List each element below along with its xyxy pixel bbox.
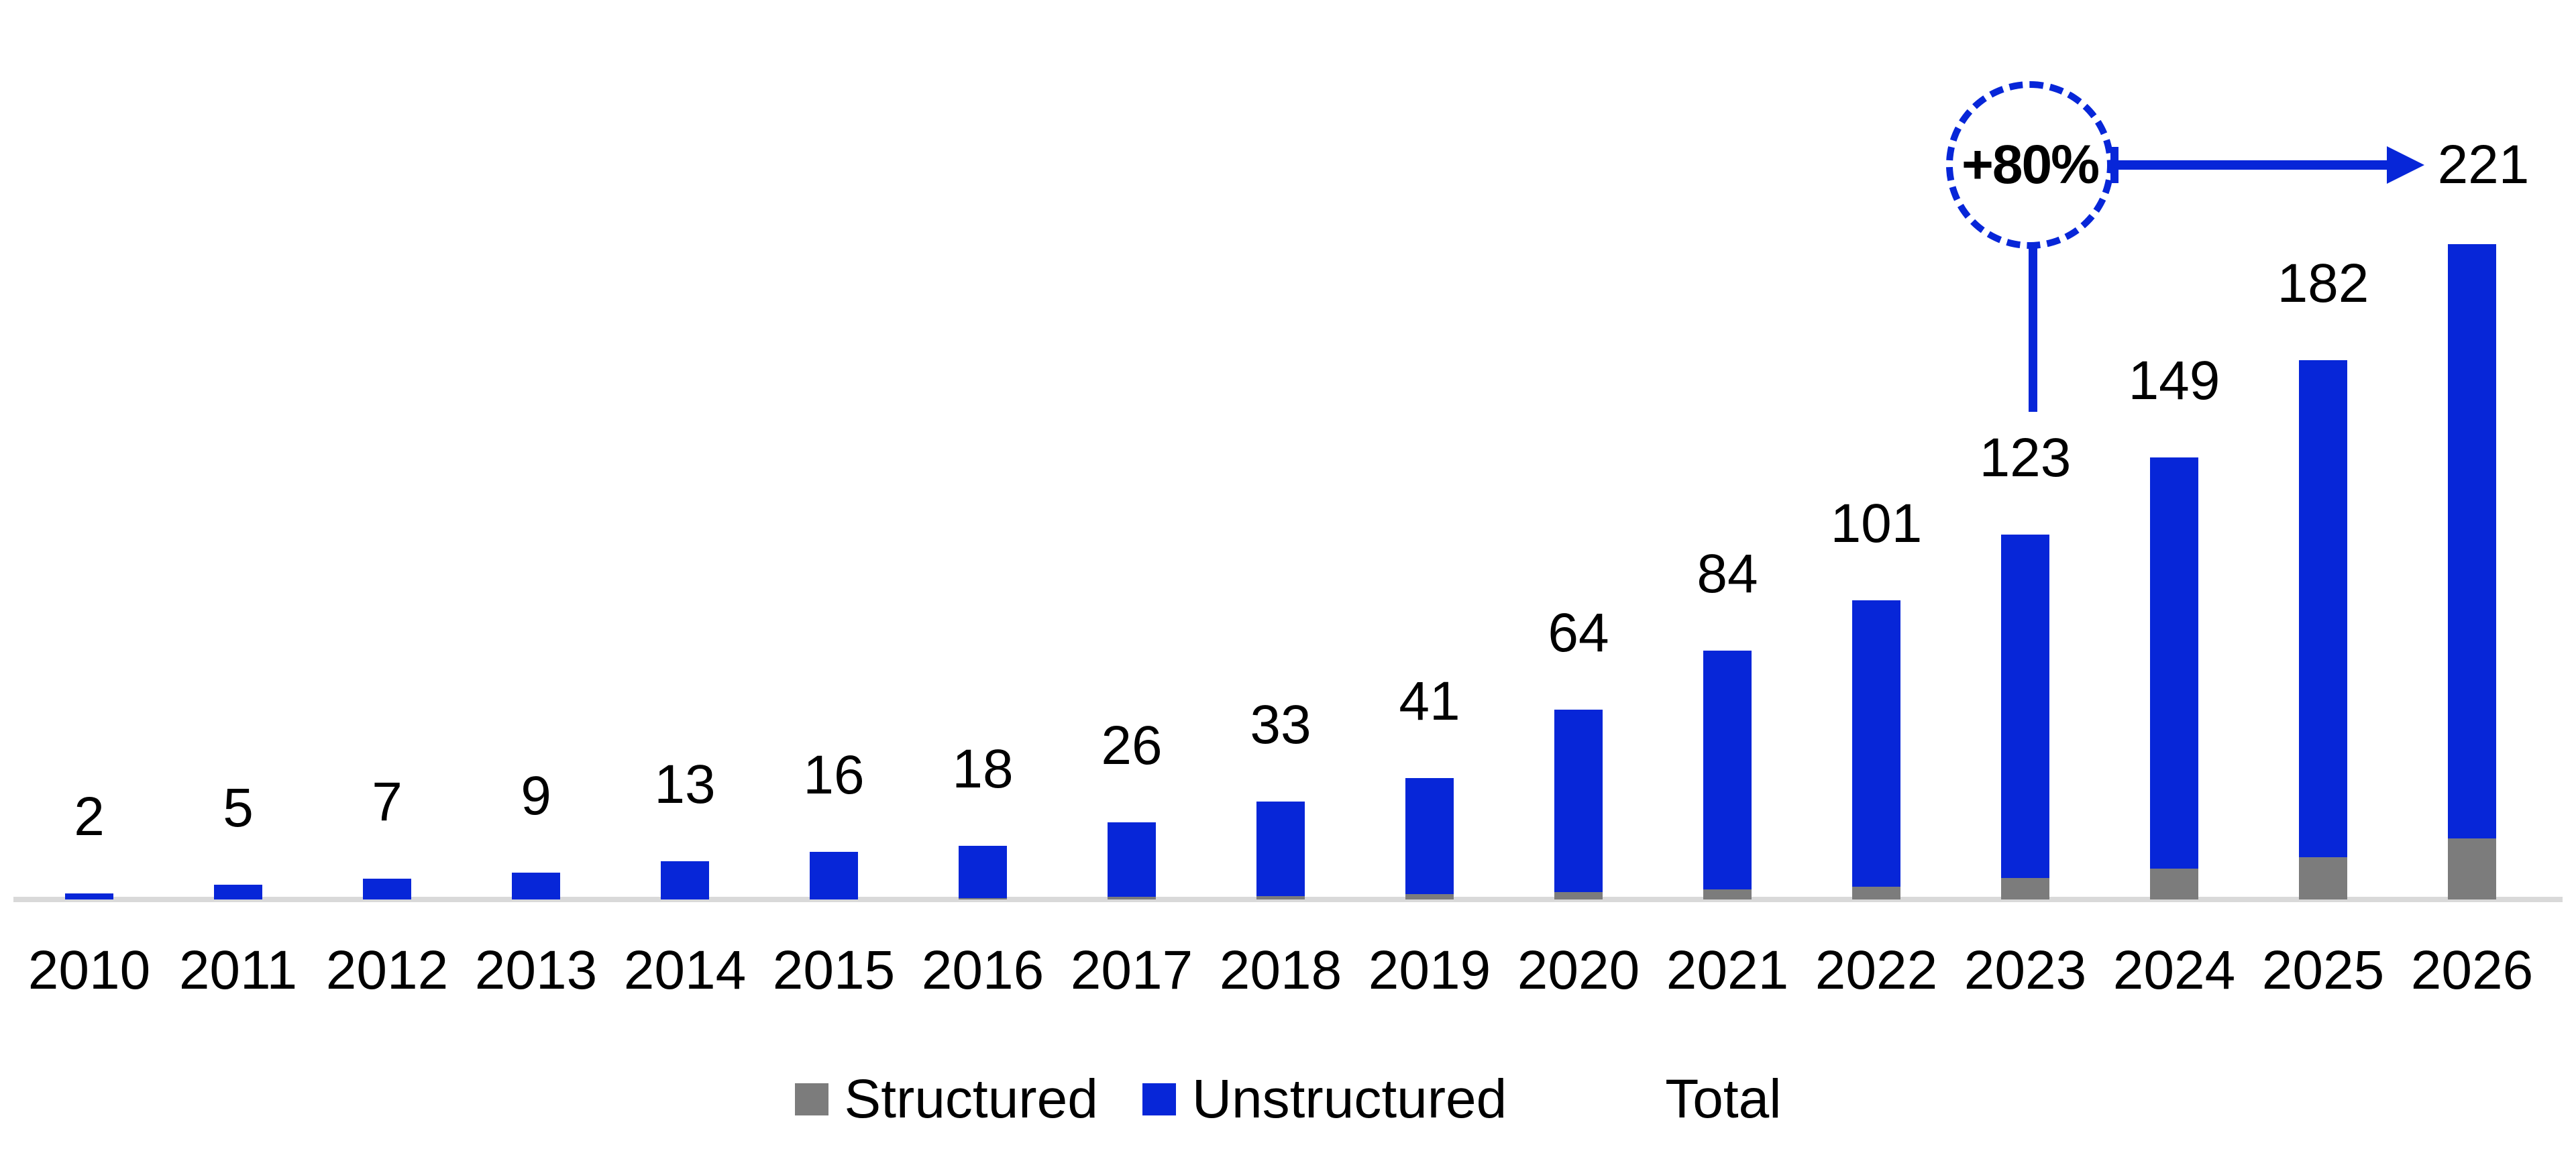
total-label-2025: 182	[2277, 252, 2369, 314]
structured-segment	[2299, 857, 2347, 899]
unstructured-segment	[661, 861, 709, 899]
bar-2026	[2448, 244, 2496, 899]
unstructured-segment	[1108, 822, 1156, 897]
bar-2021	[1703, 650, 1752, 899]
structured-swatch	[794, 1083, 828, 1115]
unstructured-segment	[2448, 244, 2496, 838]
total-label-2015: 16	[803, 745, 865, 806]
unstructured-swatch	[1142, 1083, 1176, 1115]
legend-item-structured: Structured	[794, 1068, 1098, 1130]
total-label-2019: 41	[1399, 670, 1460, 732]
bar-2025	[2299, 360, 2347, 899]
bar-2015	[810, 852, 858, 899]
bar-2010	[65, 893, 113, 899]
x-tick-2014: 2014	[623, 940, 747, 1001]
x-tick-2015: 2015	[772, 940, 896, 1001]
legend-label-structured: Structured	[844, 1068, 1098, 1130]
unstructured-segment	[810, 852, 858, 899]
x-tick-2019: 2019	[1368, 940, 1491, 1001]
end-value-label: 221	[2437, 134, 2530, 195]
x-axis-line	[13, 897, 2563, 902]
x-tick-2020: 2020	[1517, 940, 1640, 1001]
x-tick-2023: 2023	[1964, 940, 2087, 1001]
bar-2020	[1554, 710, 1603, 899]
growth-badge-label: +80%	[1961, 134, 2100, 195]
total-label-2022: 101	[1830, 492, 1923, 554]
total-label-2016: 18	[952, 738, 1014, 800]
bar-2019	[1405, 777, 1454, 899]
total-label-2011: 5	[223, 777, 254, 838]
total-label-2017: 26	[1101, 715, 1163, 777]
unstructured-segment	[1703, 650, 1752, 890]
unstructured-segment	[1554, 710, 1603, 893]
x-tick-2025: 2025	[2261, 940, 2385, 1001]
structured-segment	[2150, 869, 2198, 899]
bar-2016	[959, 846, 1007, 899]
total-label-2021: 84	[1697, 543, 1758, 604]
structured-segment	[1703, 889, 1752, 899]
bar-2012	[363, 879, 411, 899]
structured-segment	[1852, 887, 1900, 899]
growth-arrow-shaft	[2113, 160, 2390, 170]
legend-item-unstructured: Unstructured	[1142, 1072, 1507, 1127]
structured-segment	[1108, 897, 1156, 899]
unstructured-segment	[65, 893, 113, 899]
structured-segment	[959, 897, 1007, 899]
bar-2017	[1108, 822, 1156, 899]
structured-segment	[2001, 878, 2049, 899]
growth-arrow-icon	[2387, 146, 2424, 184]
unstructured-segment	[1256, 802, 1305, 896]
total-label-2010: 2	[74, 786, 105, 848]
growth-badge-circle: +80%	[1946, 81, 2114, 249]
annotation-connector-line	[2029, 245, 2037, 412]
unstructured-segment	[2299, 360, 2347, 857]
structured-segment	[1554, 892, 1603, 899]
unstructured-segment	[959, 846, 1007, 898]
unstructured-segment	[1852, 600, 1900, 887]
total-label-2013: 9	[521, 765, 551, 827]
x-tick-2026: 2026	[2410, 940, 2534, 1001]
legend: Structured Unstructured Total	[0, 1072, 2576, 1127]
structured-segment	[2448, 838, 2496, 899]
structured-segment	[1256, 895, 1305, 899]
x-tick-2012: 2012	[325, 940, 449, 1001]
total-label-2024: 149	[2128, 350, 2220, 412]
x-tick-2016: 2016	[921, 940, 1044, 1001]
x-tick-2011: 2011	[178, 940, 298, 1001]
unstructured-segment	[214, 884, 262, 899]
x-tick-2022: 2022	[1815, 940, 1938, 1001]
bar-2023	[2001, 535, 2049, 899]
unstructured-segment	[2150, 457, 2198, 869]
legend-label-total: Total	[1665, 1068, 1782, 1130]
bar-2022	[1852, 600, 1900, 899]
x-tick-2024: 2024	[2112, 940, 2236, 1001]
total-label-2012: 7	[372, 771, 402, 833]
bar-2013	[512, 873, 560, 899]
total-label-2014: 13	[654, 753, 716, 815]
unstructured-segment	[363, 879, 411, 899]
bar-2014	[661, 861, 709, 899]
total-label-2023: 123	[1979, 427, 2072, 489]
unstructured-segment	[2001, 535, 2049, 879]
legend-item-total: Total	[1665, 1072, 1781, 1127]
x-tick-2010: 2010	[28, 940, 151, 1001]
bar-2024	[2150, 457, 2198, 899]
structured-segment	[1405, 894, 1454, 899]
unstructured-segment	[512, 873, 560, 899]
x-tick-2018: 2018	[1219, 940, 1342, 1001]
total-label-2018: 33	[1250, 694, 1311, 756]
bar-2011	[214, 884, 262, 899]
x-tick-2017: 2017	[1070, 940, 1193, 1001]
legend-label-unstructured: Unstructured	[1191, 1068, 1507, 1130]
x-tick-2021: 2021	[1666, 940, 1789, 1001]
x-tick-2013: 2013	[474, 940, 598, 1001]
bar-2018	[1256, 802, 1305, 899]
unstructured-segment	[1405, 777, 1454, 895]
total-label-2020: 64	[1548, 602, 1609, 664]
